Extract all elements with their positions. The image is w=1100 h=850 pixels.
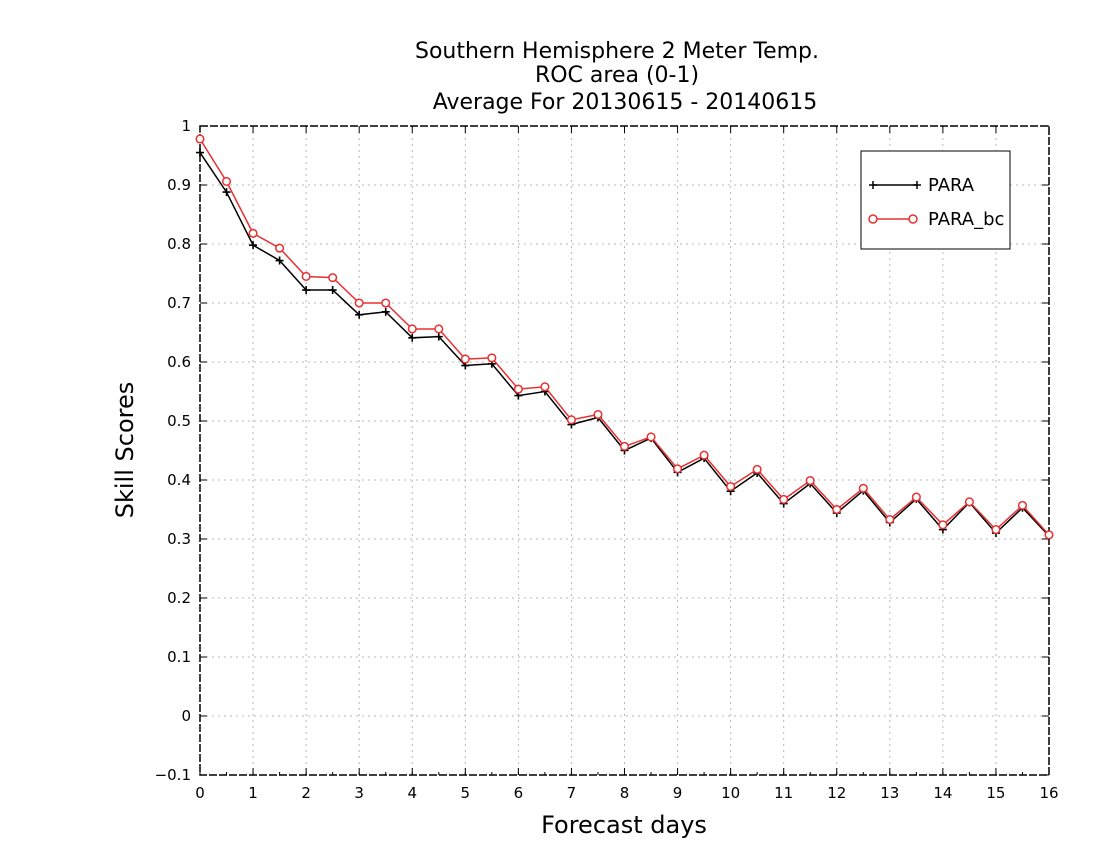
data-point-para-bc: [752, 464, 762, 474]
data-point-para-bc: [487, 353, 497, 363]
x-tick-label: 9: [673, 784, 683, 802]
legend-marker-para-bc-b: [908, 214, 918, 224]
data-point-para-bc: [301, 271, 311, 282]
data-point-para-bc: [354, 298, 364, 308]
y-tick-label: 0.4: [167, 471, 191, 489]
data-point-para-bc: [805, 476, 815, 486]
data-point-para: [275, 256, 284, 265]
data-point-para-bc: [566, 415, 576, 425]
data-point-para-bc: [460, 354, 470, 364]
y-axis-label: Skill Scores: [111, 382, 139, 519]
series-layer: [195, 134, 1054, 541]
y-tick-label: 0.2: [167, 589, 191, 607]
y-tick-label: 0.1: [167, 648, 191, 666]
x-tick-label: 16: [1039, 784, 1058, 802]
x-tick-label: 2: [301, 784, 311, 802]
data-point-para-bc: [699, 450, 709, 460]
data-point-para: [328, 286, 337, 295]
legend-box: [860, 150, 1011, 250]
legend-marker-para: [869, 181, 921, 189]
y-tick-label: 0.6: [167, 353, 191, 371]
x-tick-label: 11: [774, 784, 793, 802]
grid-lines: [200, 126, 1049, 775]
x-tick-label: 3: [354, 784, 364, 802]
data-point-para-bc: [646, 432, 656, 442]
y-tick-label: 0.3: [167, 530, 191, 548]
data-point-para-bc: [619, 441, 630, 451]
x-axis-ticks: 0 1 2 3 4 5 6 7 8 9 10 11 12 13 14 15 16: [195, 126, 1059, 802]
x-tick-label: 13: [880, 784, 899, 802]
data-point-para-bc: [964, 497, 974, 507]
data-point-para-bc: [885, 514, 895, 525]
y-tick-label: 1: [181, 117, 191, 135]
y-tick-label: 0: [181, 707, 191, 725]
x-tick-label: 7: [567, 784, 577, 802]
y-tick-label: 0.8: [167, 235, 191, 253]
chart-title-line-2: ROC area (0-1): [535, 63, 699, 88]
data-point-para-bc: [991, 525, 1001, 535]
x-tick-label: 0: [195, 784, 205, 802]
data-point-para: [249, 241, 258, 250]
data-point-para-bc: [593, 409, 603, 420]
data-point-para-bc: [381, 298, 391, 308]
legend-marker-para-bc-a: [868, 214, 878, 224]
legend-label-para: PARA: [928, 175, 975, 196]
x-tick-label: 10: [721, 784, 740, 802]
x-tick-label: 6: [514, 784, 524, 802]
data-point-para-bc: [726, 481, 736, 492]
y-tick-label: 0.5: [167, 412, 191, 430]
data-point-para-bc: [1044, 530, 1054, 540]
data-point-para: [408, 333, 417, 342]
data-point-para-bc: [540, 382, 550, 392]
x-tick-label: 14: [933, 784, 952, 802]
data-point-para: [222, 188, 231, 197]
data-point-para-bc: [221, 176, 232, 187]
data-point-para: [381, 307, 390, 316]
y-axis-ticks: −0.1 0 0.1 0.2 0.3 0.4 0.5 0.6 0.7 0.8 0.9 1: [155, 117, 1049, 784]
x-tick-label: 5: [461, 784, 471, 802]
data-point-para-bc: [938, 520, 948, 530]
data-point-para-bc: [248, 228, 258, 238]
data-point-para: [196, 148, 204, 157]
data-point-para-bc: [1017, 500, 1028, 510]
data-point-para-bc: [328, 273, 338, 283]
y-tick-label: −0.1: [155, 766, 191, 784]
data-point-para-bc: [407, 324, 417, 334]
data-point-para-bc: [275, 243, 285, 253]
legend-label-para-bc: PARA_bc: [928, 209, 1004, 230]
data-point-para: [434, 332, 443, 341]
data-point-para: [355, 310, 364, 319]
data-point-para-bc: [858, 483, 868, 493]
data-point-para: [302, 286, 311, 295]
data-point-para-bc: [195, 134, 205, 144]
data-point-para-bc: [779, 494, 789, 505]
x-tick-label: 1: [248, 784, 258, 802]
legend: PARA PARA_bc: [860, 150, 1011, 250]
data-point-para-bc: [832, 504, 842, 515]
y-tick-label: 0.7: [167, 294, 191, 312]
data-point-para-bc: [434, 324, 444, 334]
data-point-para-bc: [673, 464, 683, 474]
x-tick-label: 4: [407, 784, 417, 802]
x-tick-label: 15: [986, 784, 1005, 802]
chart-title-line-1: Southern Hemisphere 2 Meter Temp.: [415, 39, 819, 64]
x-tick-label: 8: [620, 784, 630, 802]
chart-title-line-3: Average For 20130615 - 20140615: [433, 90, 818, 115]
x-tick-label: 12: [827, 784, 846, 802]
data-point-para-bc: [513, 384, 523, 394]
x-axis-label: Forecast days: [541, 811, 707, 839]
data-point-para-bc: [911, 492, 921, 502]
y-tick-label: 0.9: [167, 176, 191, 194]
